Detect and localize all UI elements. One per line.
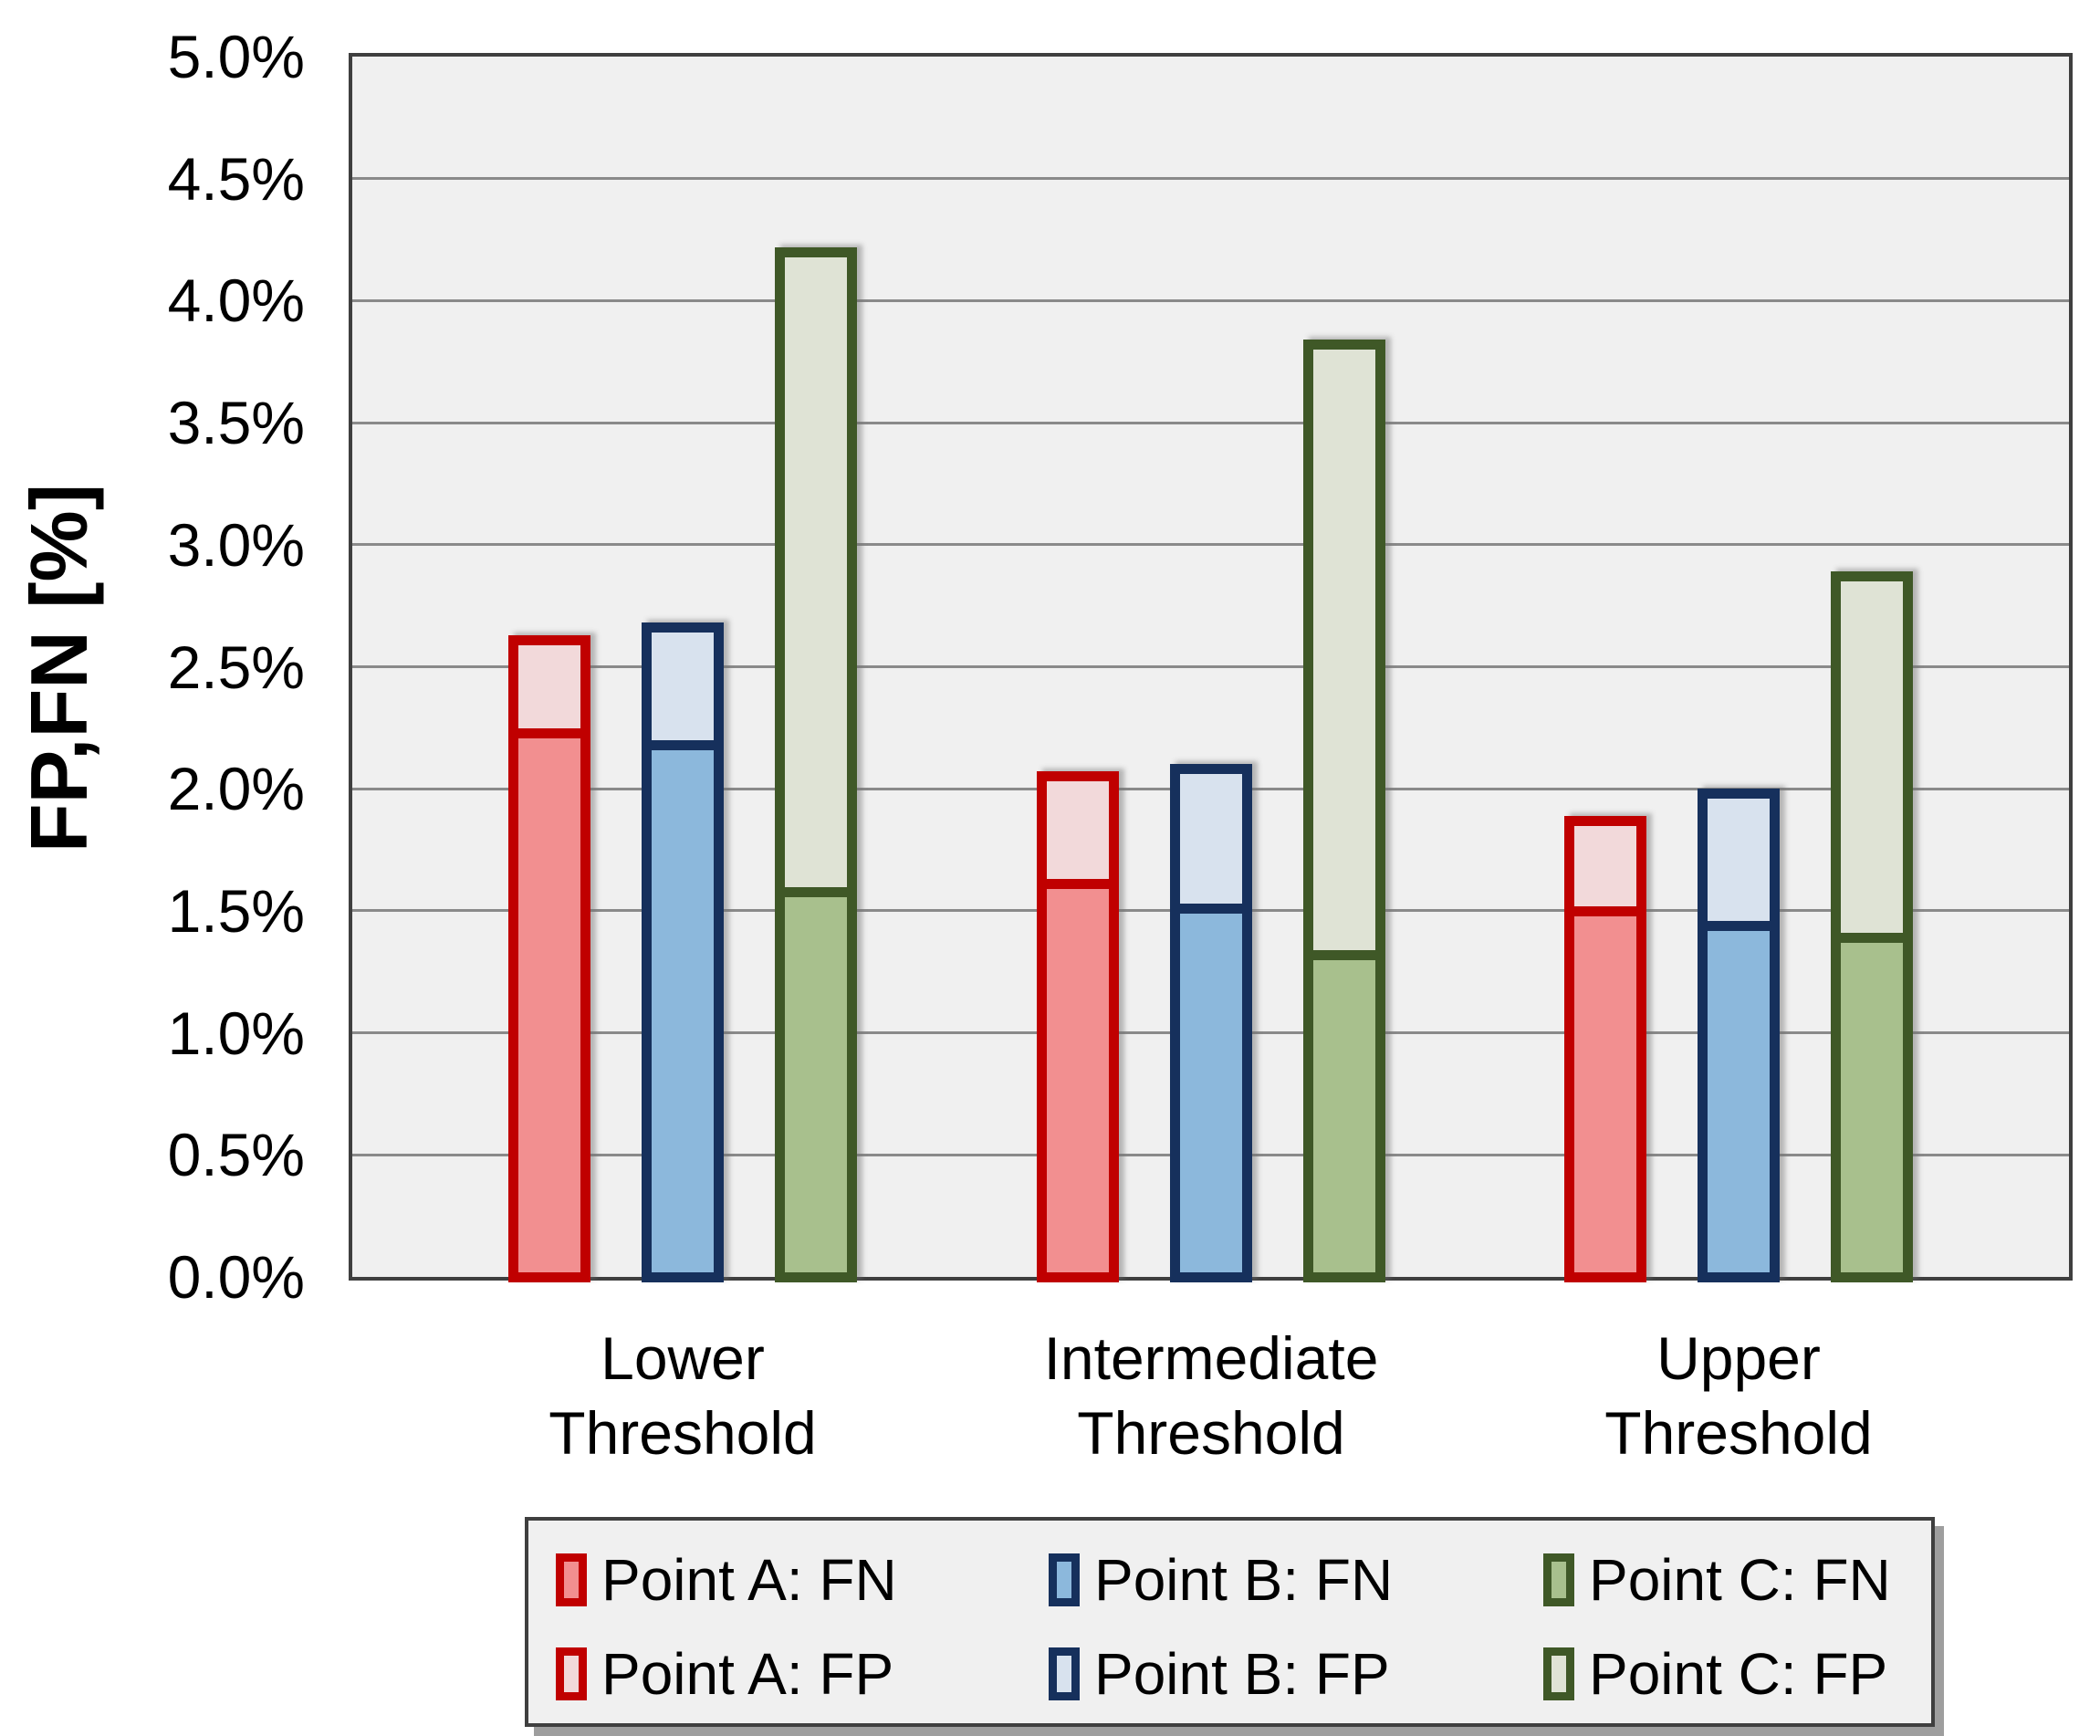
x-category-label-line: Threshold: [1077, 1399, 1345, 1467]
bar-segment-fn: [1047, 879, 1109, 1272]
y-tick-label: 1.0%: [167, 999, 305, 1067]
y-tick-label: 0.5%: [167, 1121, 305, 1189]
bar-segment-fn: [1841, 933, 1903, 1272]
bar-segment-fn: [785, 887, 847, 1272]
legend-swatch-icon: [1049, 1553, 1080, 1606]
bar-point-c-cat0: [775, 247, 857, 1282]
legend-swatch-icon: [556, 1553, 587, 1606]
gridline: [352, 177, 2069, 181]
x-category-label: Upper Threshold: [1465, 1321, 2012, 1470]
legend-item-label: Point A: FP: [601, 1641, 894, 1707]
legend-item-point-a-fn: Point A: FN: [556, 1547, 897, 1613]
y-tick-label: 5.0%: [167, 23, 305, 90]
legend-item-point-b-fn: Point B: FN: [1049, 1547, 1394, 1613]
bar-segment-fn: [1180, 904, 1242, 1272]
legend-item-point-a-fp: Point A: FP: [556, 1641, 894, 1707]
bar-point-a-cat0: [508, 635, 590, 1282]
legend-item-label: Point A: FN: [601, 1547, 897, 1613]
bar-point-a-cat1: [1037, 771, 1119, 1282]
gridline: [352, 543, 2069, 547]
y-tick-label: 0.0%: [167, 1243, 305, 1311]
x-category-label-line: Threshold: [549, 1399, 817, 1467]
bar-point-b-cat0: [642, 622, 724, 1282]
legend-swatch-icon: [1543, 1553, 1574, 1606]
bar-point-a-cat2: [1564, 816, 1646, 1282]
legend-swatch-icon: [1543, 1647, 1574, 1700]
legend-item-label: Point B: FP: [1094, 1641, 1390, 1707]
plot-area: [349, 53, 2073, 1282]
y-tick-label: 3.0%: [167, 510, 305, 579]
bar-segment-fn: [518, 728, 580, 1272]
bar-segment-fn: [1708, 921, 1770, 1272]
bar-point-c-cat1: [1303, 340, 1385, 1282]
x-category-label-line: Threshold: [1604, 1399, 1873, 1467]
legend-box: Point A: FN Point B: FN Point C: FN Point A…: [525, 1517, 1935, 1727]
y-tick-label: 3.5%: [167, 389, 305, 457]
bar-point-b-cat2: [1698, 789, 1780, 1282]
x-category-label: Lower Threshold: [409, 1321, 956, 1470]
legend-swatch-icon: [556, 1647, 587, 1700]
bar-segment-fn: [652, 740, 714, 1272]
legend-item-point-b-fp: Point B: FP: [1049, 1641, 1390, 1707]
x-category-label-line: Intermediate: [1043, 1324, 1379, 1392]
legend-item-label: Point B: FN: [1094, 1547, 1394, 1613]
x-category-label-line: Lower: [601, 1324, 765, 1392]
legend-item-point-c-fp: Point C: FP: [1543, 1641, 1888, 1707]
gridline: [352, 665, 2069, 668]
legend-item-label: Point C: FP: [1589, 1641, 1888, 1707]
bar-point-c-cat2: [1831, 571, 1913, 1282]
x-category-label: Intermediate Threshold: [937, 1321, 1485, 1470]
bar-segment-fn: [1313, 950, 1375, 1272]
legend-item-label: Point C: FN: [1589, 1547, 1891, 1613]
legend-item-point-c-fn: Point C: FN: [1543, 1547, 1891, 1613]
y-tick-label: 2.0%: [167, 755, 305, 823]
gridline: [352, 298, 2069, 302]
y-tick-label: 4.5%: [167, 144, 305, 213]
y-tick-label: 4.0%: [167, 267, 305, 335]
x-category-label-line: Upper: [1656, 1324, 1821, 1392]
bar-point-b-cat1: [1170, 764, 1252, 1282]
legend-swatch-icon: [1049, 1647, 1080, 1700]
bar-segment-fn: [1574, 906, 1636, 1272]
y-tick-label: 2.5%: [167, 633, 305, 701]
gridline: [352, 421, 2069, 424]
y-tick-label: 1.5%: [167, 876, 305, 945]
